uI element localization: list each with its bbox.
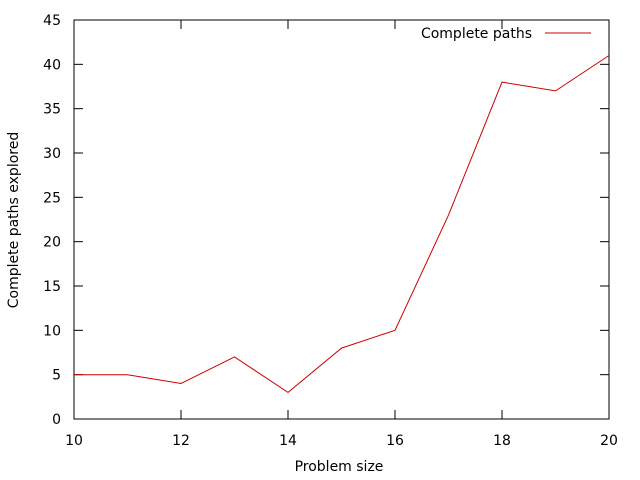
- y-tick-label: 10: [43, 323, 61, 339]
- series-line: [74, 55, 610, 394]
- y-tick-label: 0: [52, 412, 61, 428]
- legend: Complete paths: [421, 26, 591, 42]
- y-tick-label: 15: [43, 279, 61, 295]
- x-tick-label: 16: [386, 433, 404, 449]
- x-tick-label: 10: [65, 433, 83, 449]
- y-axis-ticks: 0 5 10 15 20 25 30 35 40 45: [43, 13, 609, 428]
- y-tick-label: 20: [43, 235, 61, 251]
- x-axis-ticks: 10 12 14 16 18 20: [65, 20, 618, 449]
- legend-label: Complete paths: [421, 26, 532, 42]
- y-tick-label: 25: [43, 190, 61, 206]
- y-tick-label: 40: [43, 57, 61, 73]
- series-layer: [73, 55, 610, 394]
- y-tick-label: 5: [52, 368, 61, 384]
- x-tick-label: 20: [600, 433, 618, 449]
- y-tick-label: 45: [43, 13, 61, 29]
- plot-frame: [73, 19, 610, 420]
- x-tick-label: 14: [279, 433, 297, 449]
- x-axis-label: Problem size: [295, 459, 384, 475]
- x-tick-label: 12: [172, 433, 190, 449]
- x-tick-label: 18: [493, 433, 511, 449]
- y-tick-label: 35: [43, 102, 61, 118]
- y-axis-label: Complete paths explored: [6, 132, 22, 308]
- y-tick-label: 30: [43, 146, 61, 162]
